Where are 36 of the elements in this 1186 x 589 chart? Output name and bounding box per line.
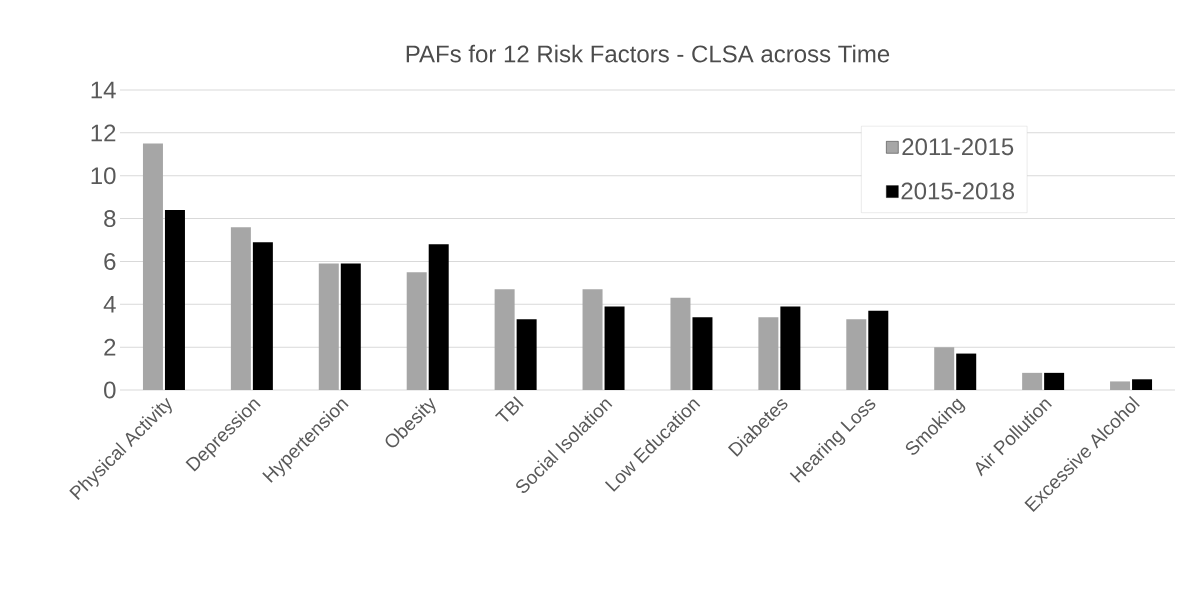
bar [956, 353, 977, 390]
chart-title: PAFs for 12 Risk Factors - CLSA across Time [406, 44, 890, 63]
bar [868, 310, 889, 390]
bar [252, 242, 273, 390]
bar [318, 263, 339, 390]
y-tick-label: 4 [103, 296, 116, 313]
legend-label: 2015-2018 [901, 182, 1015, 200]
bar [846, 319, 867, 390]
bar [1022, 372, 1043, 390]
bar [780, 306, 801, 390]
y-tick-label: 10 [91, 167, 116, 185]
bar [1044, 372, 1065, 390]
bar [1132, 379, 1153, 390]
bar [692, 317, 713, 390]
y-tick-label: 12 [91, 124, 116, 142]
y-tick-label: 14 [91, 81, 116, 99]
bar [142, 143, 163, 390]
bar [516, 319, 537, 390]
y-tick-label: 8 [104, 210, 116, 228]
bar [758, 317, 779, 390]
bar [230, 227, 251, 390]
bar [340, 263, 361, 390]
legend-label: 2011-2015 [902, 138, 1014, 156]
y-tick-label: 2 [104, 338, 116, 356]
bar [934, 347, 955, 390]
bar [428, 244, 449, 390]
bar [670, 297, 691, 390]
bar [604, 306, 625, 390]
bar [494, 289, 515, 390]
bar [406, 272, 427, 390]
bar [582, 289, 603, 390]
bar [1110, 381, 1131, 390]
x-tick-label: TBI [495, 396, 524, 422]
y-tick-label: 6 [104, 252, 116, 270]
bar [164, 210, 185, 390]
y-tick-label: 0 [104, 381, 116, 399]
